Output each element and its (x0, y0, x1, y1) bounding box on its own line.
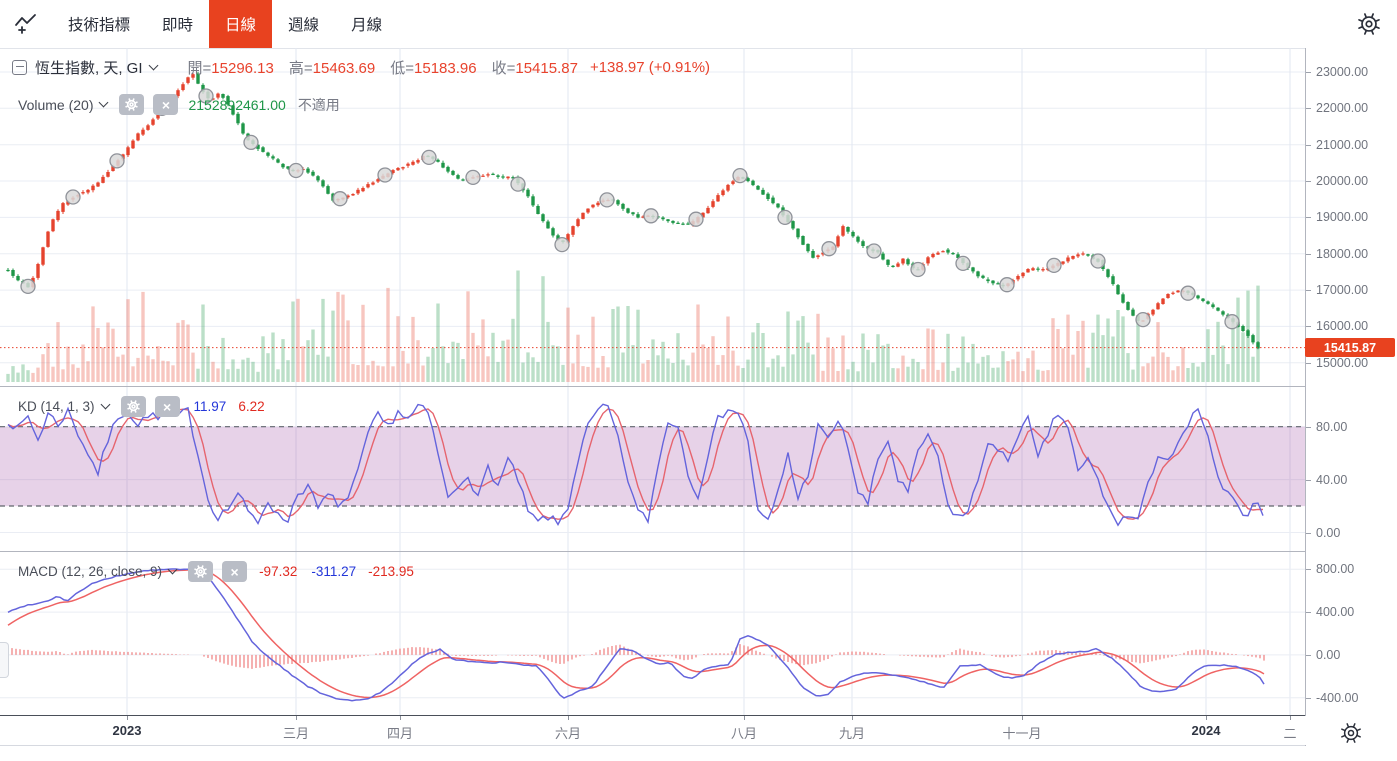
tab-realtime[interactable]: 即時 (162, 17, 194, 34)
macd-axis-label: -400.00 (1316, 690, 1359, 705)
price-axis-label: 17000.00 (1316, 283, 1369, 298)
kd-close-button[interactable]: × (154, 396, 180, 417)
open-label: 開 (187, 60, 203, 77)
macd-settings-button[interactable] (188, 561, 214, 582)
last-price-label: 15415.87 (1305, 338, 1395, 358)
time-axis-gear-icon[interactable] (1340, 722, 1362, 744)
symbol-title[interactable]: 恆生指數, 天, GI (35, 60, 143, 77)
macd-axis-label: 0.00 (1316, 647, 1341, 662)
time-axis-label: 四月 (386, 726, 414, 741)
macd-axis-label: 800.00 (1316, 562, 1355, 577)
settings-gear-icon[interactable] (1357, 12, 1381, 36)
pane-separator[interactable] (0, 551, 1305, 552)
kd-label[interactable]: KD (14, 1, 3) (18, 399, 95, 414)
high-value: 15463.69 (312, 60, 376, 77)
kd-k-value: 11.97 (193, 399, 227, 414)
time-axis-label: 三月 (282, 726, 310, 741)
main-price-pane[interactable] (0, 48, 1305, 386)
time-axis-label: 十一月 (1002, 726, 1042, 741)
time-axis-border (0, 715, 1397, 716)
bottom-border (0, 745, 1397, 746)
drawing-toolbar-handle[interactable] (0, 642, 9, 678)
collapse-legend-icon[interactable] (12, 60, 27, 75)
close-label: 收 (491, 60, 507, 77)
symbol-legend: 恆生指數, 天, GI 開=15296.13 高=15463.69 低=1518… (12, 57, 710, 78)
volume-note: 不適用 (297, 96, 340, 113)
time-axis-label: 2023 (112, 723, 142, 738)
price-axis-label: 15000.00 (1316, 355, 1369, 370)
change-value: +138.97 (+0.91%) (589, 59, 711, 76)
price-axis-label: 22000.00 (1316, 101, 1369, 116)
price-axis-label: 16000.00 (1316, 319, 1369, 334)
close-value: 15415.87 (515, 60, 578, 77)
price-axis-label: 18000.00 (1316, 246, 1369, 261)
macd-label[interactable]: MACD (12, 26, close, 9) (18, 564, 163, 579)
kd-settings-button[interactable] (120, 396, 146, 417)
tab-weekly[interactable]: 週線 (288, 17, 320, 34)
time-axis-label: 2024 (1191, 723, 1221, 738)
low-label: 低 (390, 60, 406, 77)
time-axis-label: 六月 (554, 726, 582, 741)
macd-close-button[interactable]: × (222, 561, 248, 582)
macd-line-value: -311.27 (311, 564, 357, 579)
volume-label[interactable]: Volume (20) (18, 96, 94, 113)
time-axis-label: 二 (1283, 726, 1297, 741)
kd-axis-label: 80.00 (1316, 419, 1348, 434)
tab-monthly[interactable]: 月線 (351, 17, 383, 34)
price-axis-label: 19000.00 (1316, 210, 1369, 225)
chevron-down-icon[interactable] (100, 399, 110, 410)
open-value: 15296.13 (211, 60, 274, 77)
time-axis-label: 八月 (730, 726, 758, 741)
time-axis-label: 九月 (838, 726, 866, 741)
chevron-down-icon[interactable] (167, 564, 178, 575)
toolbar: 技術指標 即時 日線 週線 月線 (0, 0, 1397, 49)
chevron-down-icon[interactable] (99, 97, 109, 108)
high-label: 高 (288, 60, 304, 77)
price-axis-label: 23000.00 (1316, 65, 1369, 79)
kd-axis-label: 0.00 (1316, 525, 1341, 540)
volume-value: 2152892461.00 (188, 96, 286, 113)
macd-indicator-pane[interactable] (0, 552, 1305, 715)
price-axis-label: 20000.00 (1316, 174, 1369, 188)
tab-daily[interactable]: 日線 (209, 0, 273, 48)
macd-axis-label: 400.00 (1316, 605, 1355, 620)
macd-hist-value: -97.32 (259, 564, 298, 579)
macd-signal-value: -213.95 (368, 564, 414, 579)
kd-indicator-pane[interactable] (0, 387, 1305, 551)
kd-axis-label: 40.00 (1316, 472, 1348, 487)
low-value: 15183.96 (414, 60, 477, 77)
volume-close-button[interactable]: × (153, 94, 179, 115)
chevron-down-icon[interactable] (148, 60, 158, 71)
volume-settings-button[interactable] (119, 94, 145, 115)
ohlc-fields: 開=15296.13 高=15463.69 低=15183.96 收=15415… (187, 60, 578, 77)
volume-legend: Volume (20) × 2152892461.00 不適用 (18, 94, 340, 115)
price-axis[interactable]: 15415.87 23000.00 22000.00 21000.00 20000.0… (1305, 48, 1397, 746)
pane-separator[interactable] (0, 386, 1305, 387)
kd-d-value: 6.22 (238, 399, 265, 414)
macd-legend: MACD (12, 26, close, 9) × -97.32 -311.27… (18, 561, 414, 582)
tab-technical-indicators[interactable]: 技術指標 (68, 17, 131, 34)
kd-legend: KD (14, 1, 3) × 11.97 6.22 (18, 396, 265, 417)
time-axis[interactable]: 2023 三月 四月 六月 八月 九月 十一月 2024 二 (0, 716, 1397, 745)
indicator-add-icon[interactable] (14, 12, 40, 36)
price-axis-label: 21000.00 (1316, 137, 1369, 152)
